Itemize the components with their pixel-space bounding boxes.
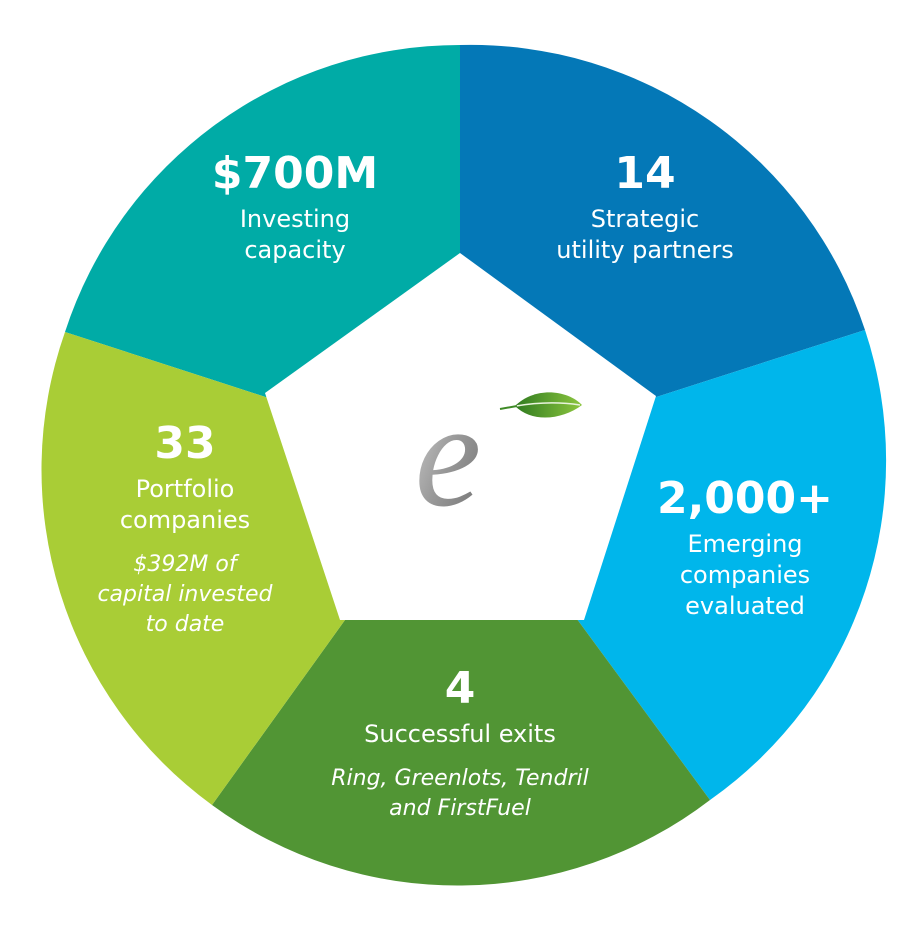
exits-label: Successful exits (364, 720, 556, 748)
segment-partners-text: 14 Strategic utility partners (490, 150, 800, 266)
portfolio-note: $392M of capital invested to date (97, 552, 273, 637)
exits-stat: 4 (444, 663, 476, 714)
emerging-label: Emerging companies evaluated (679, 530, 811, 620)
center-pentagon (265, 253, 656, 620)
segment-exits (212, 460, 710, 886)
investing-stat: $700M (211, 148, 379, 199)
segment-portfolio-text: 33 Portfolio companies $392M of capital … (70, 420, 300, 640)
emerging-stat: 2,000+ (656, 473, 834, 524)
segment-emerging-text: 2,000+ Emerging companies evaluated (625, 475, 865, 622)
partners-label: Strategic utility partners (556, 205, 734, 264)
segment-exits-text: 4 Successful exits Ring, Greenlots, Tend… (285, 665, 635, 824)
svg-text:e: e (415, 372, 482, 538)
e-leaf-logo-icon: e (415, 372, 582, 538)
portfolio-label: Portfolio companies (119, 475, 251, 534)
segment-investing-text: $700M Investing capacity (140, 150, 450, 266)
exits-note: Ring, Greenlots, Tendril and FirstFuel (331, 766, 589, 821)
portfolio-stat: 33 (154, 418, 216, 469)
investing-label: Investing capacity (239, 205, 351, 264)
partners-stat: 14 (614, 148, 676, 199)
